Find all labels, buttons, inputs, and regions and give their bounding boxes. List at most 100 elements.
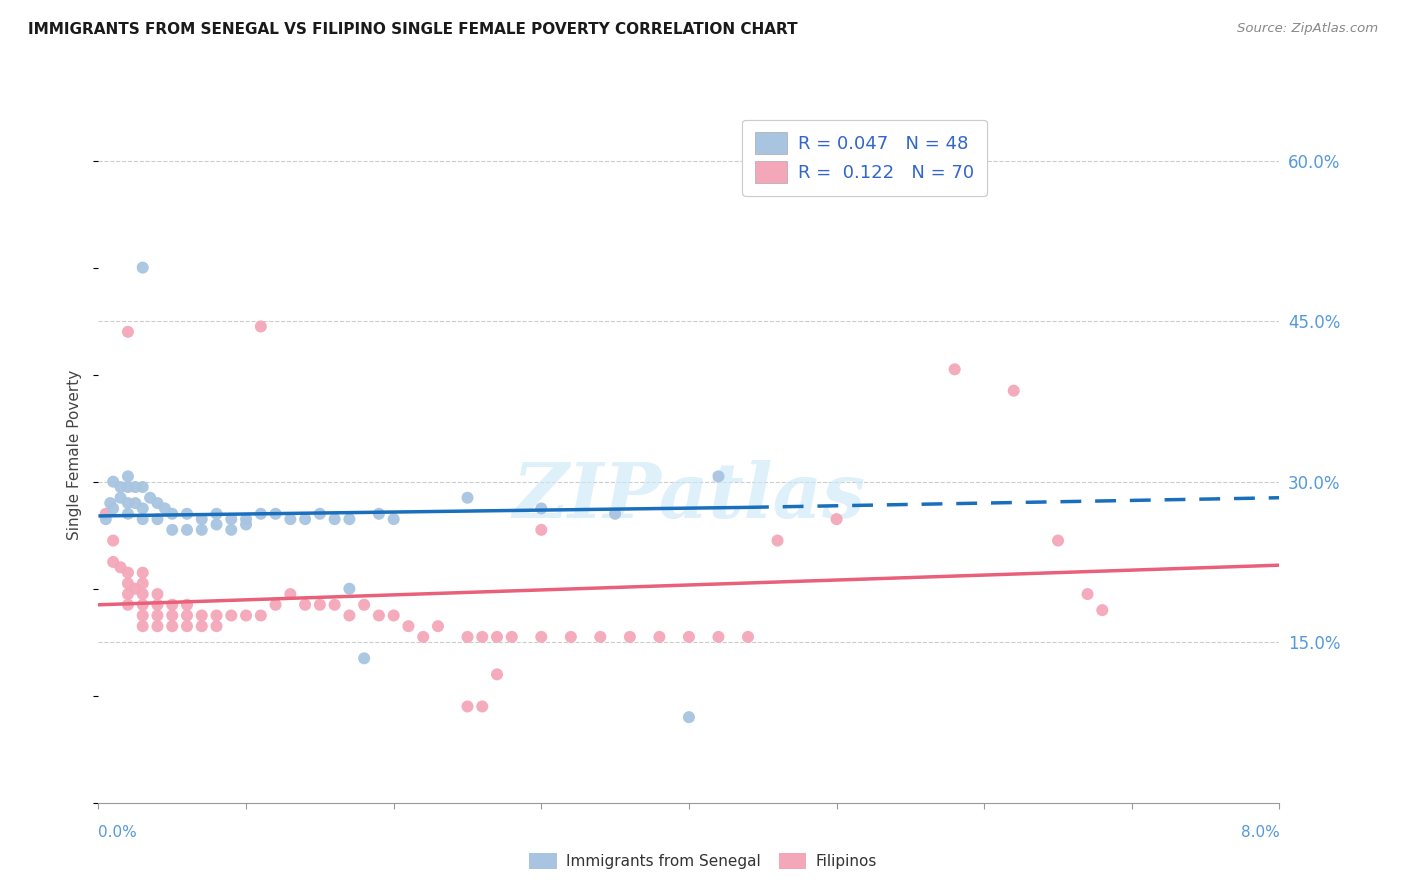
Point <box>176 608 198 623</box>
Point <box>110 480 132 494</box>
Point <box>560 630 582 644</box>
Point <box>1091 603 1114 617</box>
Point <box>471 699 494 714</box>
Point <box>471 630 494 644</box>
Text: Source: ZipAtlas.com: Source: ZipAtlas.com <box>1237 22 1378 36</box>
Point <box>124 496 146 510</box>
Point <box>250 608 273 623</box>
Point <box>235 608 257 623</box>
Text: 0.0%: 0.0% <box>98 825 138 840</box>
Point <box>117 566 139 580</box>
Point <box>162 598 183 612</box>
Point <box>353 598 375 612</box>
Point <box>308 507 332 521</box>
Point <box>191 608 214 623</box>
Point <box>132 480 155 494</box>
Point <box>117 469 139 483</box>
Point <box>146 496 169 510</box>
Point <box>382 608 405 623</box>
Point <box>191 512 214 526</box>
Point <box>117 325 139 339</box>
Y-axis label: Single Female Poverty: Single Female Poverty <box>67 370 83 540</box>
Point <box>94 507 117 521</box>
Point <box>264 598 287 612</box>
Point <box>98 496 121 510</box>
Point <box>264 507 287 521</box>
Point <box>132 501 155 516</box>
Point <box>678 630 700 644</box>
Point <box>132 512 155 526</box>
Point <box>219 608 242 623</box>
Point <box>205 507 228 521</box>
Point <box>294 512 316 526</box>
Point <box>485 667 508 681</box>
Point <box>103 501 125 516</box>
Point <box>707 469 730 483</box>
Point <box>1002 384 1025 398</box>
Point <box>153 501 176 516</box>
Point <box>132 619 155 633</box>
Point <box>205 619 228 633</box>
Point <box>367 507 389 521</box>
Point <box>146 512 169 526</box>
Point <box>605 507 627 521</box>
Point <box>412 630 434 644</box>
Point <box>456 491 478 505</box>
Point <box>103 533 125 548</box>
Legend: Immigrants from Senegal, Filipinos: Immigrants from Senegal, Filipinos <box>523 847 883 875</box>
Point <box>323 598 346 612</box>
Point <box>294 598 316 612</box>
Point <box>235 512 257 526</box>
Text: 8.0%: 8.0% <box>1240 825 1279 840</box>
Point <box>485 630 508 644</box>
Point <box>1077 587 1099 601</box>
Point <box>124 480 146 494</box>
Point <box>132 608 155 623</box>
Point <box>589 630 612 644</box>
Point <box>619 630 641 644</box>
Point <box>278 587 302 601</box>
Point <box>337 608 360 623</box>
Point <box>176 619 198 633</box>
Point <box>176 507 198 521</box>
Point <box>132 566 155 580</box>
Point <box>337 582 360 596</box>
Point <box>278 512 302 526</box>
Point <box>367 608 389 623</box>
Point <box>353 651 375 665</box>
Point <box>426 619 449 633</box>
Point <box>678 710 700 724</box>
Point <box>323 512 346 526</box>
Point <box>205 517 228 532</box>
Point <box>825 512 848 526</box>
Point <box>219 523 242 537</box>
Point <box>132 260 155 275</box>
Point <box>1046 533 1069 548</box>
Point <box>530 501 553 516</box>
Point <box>382 512 405 526</box>
Point <box>396 619 419 633</box>
Point <box>176 523 198 537</box>
Point <box>117 496 139 510</box>
Legend: R = 0.047   N = 48, R =  0.122   N = 70: R = 0.047 N = 48, R = 0.122 N = 70 <box>742 120 987 196</box>
Point <box>103 475 125 489</box>
Point <box>146 587 169 601</box>
Point <box>139 491 162 505</box>
Text: ZIPatlas: ZIPatlas <box>512 459 866 533</box>
Point <box>308 598 332 612</box>
Point <box>162 523 183 537</box>
Point <box>124 582 146 596</box>
Point <box>530 523 553 537</box>
Point <box>162 507 183 521</box>
Point <box>219 512 242 526</box>
Point <box>766 533 789 548</box>
Point <box>110 491 132 505</box>
Point <box>456 630 478 644</box>
Point <box>250 319 273 334</box>
Point <box>110 560 132 574</box>
Point <box>530 630 553 644</box>
Point <box>162 608 183 623</box>
Point <box>162 619 183 633</box>
Point <box>707 630 730 644</box>
Point <box>176 598 198 612</box>
